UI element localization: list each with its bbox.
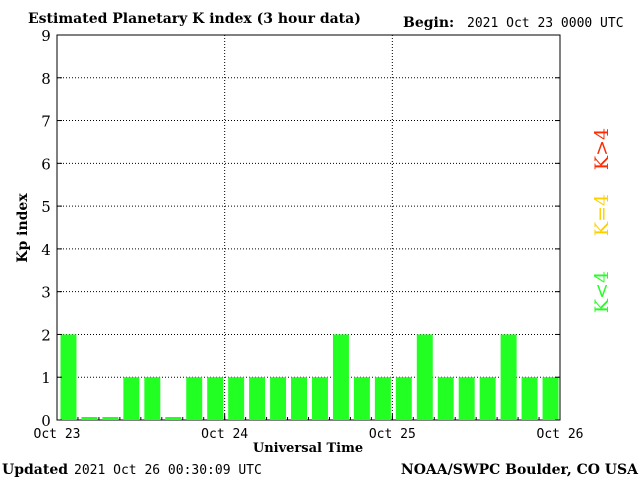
begin-label: Begin: bbox=[403, 15, 454, 31]
kp-bar bbox=[374, 377, 391, 420]
kp-bar bbox=[521, 377, 538, 420]
kp-bar bbox=[395, 377, 412, 420]
y-axis-ticks: 0 1 2 3 4 5 6 7 8 9 bbox=[41, 27, 560, 430]
x-axis-ticks: Oct 23 Oct 24 Oct 25 Oct 26 bbox=[34, 414, 584, 442]
kp-bar bbox=[102, 417, 119, 420]
kp-bar bbox=[416, 334, 433, 420]
y-tick-label: 5 bbox=[41, 198, 51, 216]
kp-bar bbox=[144, 377, 161, 420]
y-axis-label: Kp index bbox=[15, 193, 31, 263]
source-credit: NOAA/SWPC Boulder, CO USA bbox=[401, 462, 639, 478]
kp-bar bbox=[81, 417, 98, 420]
kp-bar bbox=[542, 377, 559, 420]
legend-k-equal-4: K=4 bbox=[591, 194, 613, 236]
grid-lines bbox=[57, 34, 560, 420]
kp-bar bbox=[353, 377, 370, 420]
chart-title: Estimated Planetary K index (3 hour data… bbox=[28, 11, 361, 27]
y-tick-label: 9 bbox=[41, 27, 51, 45]
kp-bar bbox=[228, 377, 245, 420]
x-tick-label: Oct 23 bbox=[34, 427, 81, 442]
legend-k-below-4: K<4 bbox=[591, 271, 613, 313]
kp-bar bbox=[291, 377, 307, 420]
kp-bar bbox=[437, 377, 454, 420]
kp-bar bbox=[60, 334, 77, 420]
kp-bars bbox=[60, 334, 559, 420]
kp-bar bbox=[479, 377, 496, 420]
kp-bar bbox=[500, 334, 517, 420]
kp-bar bbox=[332, 334, 349, 420]
kp-bar bbox=[270, 377, 287, 420]
y-tick-label: 6 bbox=[41, 155, 51, 173]
x-tick-label: Oct 24 bbox=[201, 427, 248, 442]
y-tick-label: 7 bbox=[41, 113, 51, 131]
legend-k-above-4: K>4 bbox=[591, 128, 613, 170]
y-tick-label: 0 bbox=[41, 412, 51, 430]
kp-bar bbox=[207, 377, 224, 420]
kp-bar bbox=[458, 377, 475, 420]
y-tick-label: 2 bbox=[41, 326, 51, 344]
y-tick-label: 1 bbox=[41, 369, 51, 387]
updated-value: 2021 Oct 26 00:30:09 UTC bbox=[74, 463, 262, 478]
kp-bar bbox=[165, 417, 182, 420]
y-tick-label: 4 bbox=[41, 241, 51, 259]
x-axis-label: Universal Time bbox=[253, 441, 363, 456]
kp-bar bbox=[249, 377, 266, 420]
x-tick-label: Oct 26 bbox=[537, 427, 584, 442]
kp-bar bbox=[123, 377, 140, 420]
x-tick-label: Oct 25 bbox=[369, 427, 416, 442]
kp-bar bbox=[186, 377, 203, 420]
kp-bar bbox=[312, 377, 328, 420]
y-tick-label: 3 bbox=[41, 284, 51, 302]
begin-value: 2021 Oct 23 0000 UTC bbox=[467, 16, 624, 31]
updated-label: Updated bbox=[2, 462, 68, 478]
y-tick-label: 8 bbox=[41, 70, 51, 88]
plot-area bbox=[56, 34, 561, 421]
